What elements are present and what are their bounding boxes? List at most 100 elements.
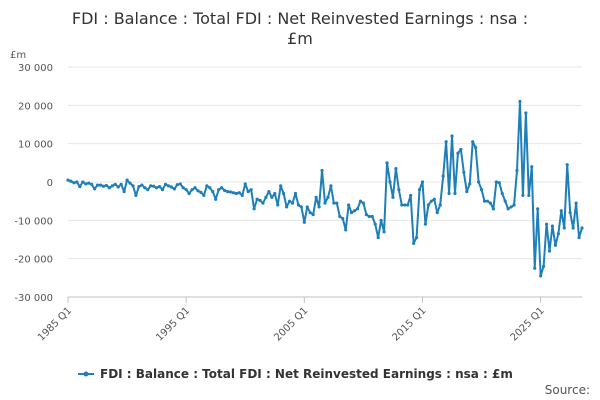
data-point[interactable]	[84, 182, 88, 186]
data-point[interactable]	[326, 195, 330, 199]
data-point[interactable]	[373, 222, 377, 226]
data-point[interactable]	[237, 191, 241, 195]
data-point[interactable]	[131, 184, 135, 188]
data-point[interactable]	[270, 195, 274, 199]
data-point[interactable]	[518, 99, 522, 104]
data-point[interactable]	[261, 201, 265, 205]
data-point[interactable]	[101, 184, 106, 188]
data-point[interactable]	[388, 180, 392, 184]
data-point[interactable]	[556, 232, 560, 236]
data-point[interactable]	[471, 140, 475, 144]
data-point[interactable]	[290, 201, 295, 205]
data-point[interactable]	[287, 199, 292, 203]
data-point[interactable]	[279, 184, 283, 188]
data-point[interactable]	[406, 203, 410, 207]
data-point[interactable]	[488, 201, 493, 205]
data-point[interactable]	[459, 147, 463, 152]
data-point[interactable]	[533, 266, 537, 270]
data-point[interactable]	[311, 212, 315, 217]
data-point[interactable]	[220, 186, 224, 190]
data-point[interactable]	[465, 189, 469, 194]
data-point[interactable]	[447, 191, 451, 196]
data-point[interactable]	[299, 205, 303, 209]
data-point[interactable]	[397, 188, 401, 192]
data-point[interactable]	[482, 199, 487, 203]
data-point[interactable]	[521, 193, 525, 198]
data-point[interactable]	[149, 184, 153, 188]
data-point[interactable]	[169, 185, 173, 189]
data-point[interactable]	[140, 183, 144, 187]
data-point[interactable]	[338, 214, 342, 219]
data-point[interactable]	[376, 235, 380, 240]
data-point[interactable]	[509, 205, 513, 209]
data-point[interactable]	[249, 188, 253, 192]
data-point[interactable]	[205, 184, 209, 188]
data-point[interactable]	[81, 180, 85, 184]
data-point[interactable]	[412, 241, 416, 245]
data-point[interactable]	[69, 179, 73, 183]
data-point[interactable]	[196, 189, 200, 193]
data-point[interactable]	[314, 195, 318, 199]
data-point[interactable]	[571, 226, 575, 230]
data-point[interactable]	[329, 184, 333, 188]
data-point[interactable]	[258, 198, 262, 202]
data-point[interactable]	[503, 199, 507, 203]
data-point[interactable]	[349, 211, 354, 215]
data-point[interactable]	[323, 201, 327, 205]
data-point[interactable]	[152, 184, 156, 188]
data-point[interactable]	[157, 185, 162, 189]
data-point[interactable]	[116, 185, 120, 189]
data-point[interactable]	[550, 224, 555, 228]
data-point[interactable]	[530, 165, 534, 169]
data-point[interactable]	[190, 188, 194, 192]
data-point[interactable]	[429, 199, 433, 203]
data-point[interactable]	[453, 191, 457, 196]
data-point[interactable]	[175, 183, 179, 187]
data-point[interactable]	[479, 188, 484, 192]
data-point[interactable]	[273, 191, 277, 196]
data-point[interactable]	[308, 211, 312, 215]
data-point[interactable]	[178, 182, 182, 186]
data-point[interactable]	[276, 203, 280, 207]
data-point[interactable]	[107, 186, 111, 190]
data-point[interactable]	[497, 181, 501, 185]
data-point[interactable]	[527, 193, 531, 198]
data-point[interactable]	[104, 183, 109, 188]
data-point[interactable]	[166, 184, 171, 188]
data-point[interactable]	[456, 151, 460, 155]
data-point[interactable]	[547, 249, 552, 253]
data-point[interactable]	[385, 161, 389, 165]
data-point[interactable]	[474, 145, 478, 150]
data-point[interactable]	[75, 180, 79, 184]
legend[interactable]: FDI : Balance : Total FDI : Net Reinvest…	[78, 367, 513, 381]
data-point[interactable]	[231, 191, 236, 195]
data-point[interactable]	[193, 186, 197, 190]
data-point[interactable]	[382, 230, 386, 234]
data-point[interactable]	[370, 214, 374, 219]
data-point[interactable]	[252, 207, 256, 211]
data-point[interactable]	[296, 203, 301, 207]
data-point[interactable]	[95, 183, 100, 187]
data-point[interactable]	[267, 189, 271, 194]
data-point[interactable]	[477, 180, 481, 184]
data-point[interactable]	[163, 182, 168, 186]
data-point[interactable]	[539, 274, 543, 278]
data-point[interactable]	[222, 188, 227, 193]
data-point[interactable]	[72, 181, 76, 185]
data-point[interactable]	[506, 207, 510, 211]
data-point[interactable]	[574, 201, 578, 205]
data-point[interactable]	[234, 191, 238, 196]
data-point[interactable]	[394, 166, 398, 171]
data-point[interactable]	[577, 235, 581, 240]
data-point[interactable]	[417, 188, 422, 192]
data-point[interactable]	[468, 182, 472, 186]
data-point[interactable]	[361, 201, 366, 205]
data-point[interactable]	[66, 178, 70, 182]
data-point[interactable]	[293, 191, 298, 196]
data-point[interactable]	[494, 180, 498, 184]
data-point[interactable]	[500, 191, 504, 196]
data-point[interactable]	[228, 190, 233, 194]
data-point[interactable]	[211, 189, 215, 194]
data-point[interactable]	[143, 186, 147, 190]
data-point[interactable]	[344, 228, 348, 232]
